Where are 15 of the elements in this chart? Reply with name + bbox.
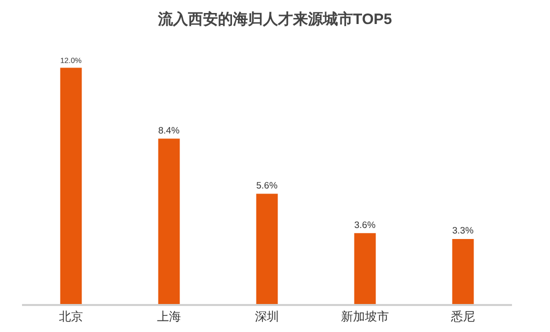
- bar: [354, 233, 376, 304]
- data-label: 5.6%: [256, 180, 278, 190]
- x-tick-label: 悉尼: [450, 309, 475, 324]
- chart-title: 流入西安的海归人才来源城市TOP5: [157, 10, 392, 28]
- bar: [60, 68, 82, 304]
- data-label: 8.4%: [158, 125, 180, 136]
- data-label: 3.3%: [452, 226, 474, 236]
- x-tick-label: 新加坡市: [341, 309, 389, 324]
- bar: [158, 138, 180, 304]
- x-tick-label: 上海: [157, 309, 181, 324]
- x-tick-label: 深圳: [255, 309, 279, 324]
- data-label: 3.6%: [354, 220, 376, 230]
- bar: [256, 194, 278, 304]
- bar: [452, 239, 474, 304]
- x-tick-label: 北京: [59, 309, 83, 324]
